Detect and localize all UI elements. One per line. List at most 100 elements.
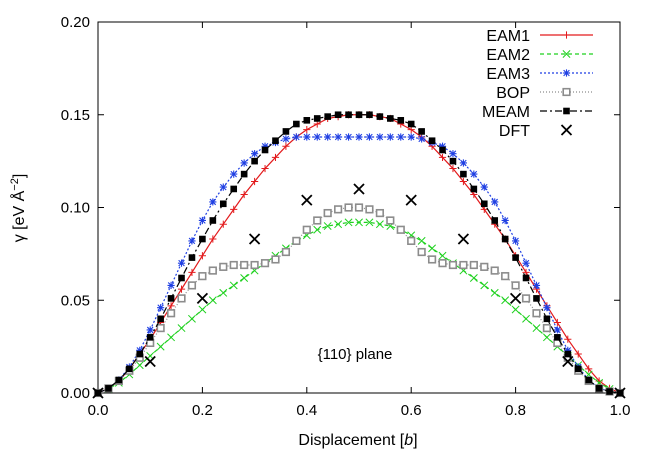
data-point — [574, 365, 582, 373]
data-point — [188, 314, 196, 323]
data-point — [334, 205, 343, 214]
data-point — [271, 255, 280, 264]
data-point — [167, 333, 176, 342]
data-point — [187, 281, 197, 290]
data-point — [188, 268, 196, 277]
data-point — [144, 355, 156, 368]
data-point — [282, 135, 290, 143]
data-point — [457, 233, 470, 245]
data-point — [375, 220, 384, 229]
data-point — [501, 296, 510, 305]
data-point — [449, 150, 457, 158]
data-point — [554, 334, 561, 341]
data-point — [542, 323, 552, 333]
data-point — [386, 216, 395, 225]
data-point — [459, 177, 467, 186]
data-point — [303, 133, 311, 141]
data-point — [323, 222, 332, 231]
data-point — [115, 376, 123, 384]
data-point — [449, 164, 457, 173]
data-point — [313, 115, 321, 122]
data-point — [428, 244, 437, 253]
data-point — [417, 236, 426, 245]
data-point — [136, 346, 144, 354]
data-point — [251, 177, 259, 186]
data-point — [334, 111, 342, 119]
data-point — [595, 385, 603, 392]
x-tick-label: 1.0 — [610, 402, 631, 419]
data-point — [208, 296, 217, 305]
legend-item-bop: BOP — [496, 85, 593, 102]
data-point — [564, 350, 572, 358]
data-point — [459, 159, 467, 167]
data-point — [188, 237, 196, 245]
data-point — [532, 324, 541, 333]
data-point — [240, 190, 248, 199]
data-point — [407, 120, 415, 128]
data-point — [323, 208, 332, 218]
data-point — [511, 305, 520, 314]
legend-item-eam1: EAM1 — [486, 28, 593, 45]
data-point — [146, 326, 154, 334]
legend-label: EAM1 — [486, 28, 530, 45]
data-point — [614, 387, 626, 399]
data-point — [376, 113, 384, 120]
data-point — [260, 259, 270, 268]
data-point — [521, 294, 531, 303]
data-point — [448, 260, 458, 270]
data-point — [198, 305, 207, 314]
data-point — [439, 146, 446, 154]
data-point — [542, 333, 551, 342]
data-point — [417, 247, 426, 257]
data-point — [208, 266, 217, 275]
data-point — [301, 194, 313, 206]
data-point — [459, 260, 468, 270]
data-point — [313, 133, 321, 141]
y-tick-label: 0.00 — [61, 385, 90, 402]
data-point — [396, 225, 405, 234]
data-point — [166, 309, 176, 318]
data-point — [469, 260, 478, 270]
data-point — [209, 235, 217, 243]
data-point — [167, 302, 175, 310]
data-point — [303, 117, 311, 124]
data-point — [292, 133, 300, 141]
data-point — [157, 315, 164, 323]
data-point — [219, 183, 227, 191]
y-tick-label: 0.10 — [61, 200, 90, 217]
data-point — [427, 255, 437, 264]
legend-marker — [562, 50, 571, 58]
x-tick-label: 0.6 — [401, 402, 422, 419]
data-point — [302, 225, 311, 234]
data-point — [209, 217, 217, 224]
data-point — [248, 233, 261, 245]
x-axis-label: Displacement [b] — [298, 432, 417, 449]
data-point — [418, 135, 426, 143]
data-point — [324, 113, 331, 120]
legend-marker — [562, 31, 571, 39]
data-point — [418, 128, 425, 135]
data-point — [344, 218, 353, 227]
data-point — [522, 274, 530, 282]
x-axis-label-end: ] — [413, 432, 417, 449]
x-tick-label: 0.0 — [88, 402, 109, 419]
data-point — [365, 218, 374, 227]
data-point — [562, 355, 574, 368]
data-point — [209, 198, 217, 206]
data-point — [543, 315, 551, 323]
data-point — [512, 254, 519, 261]
y-tick-label: 0.05 — [61, 292, 90, 309]
data-point — [480, 281, 489, 290]
plot-area: 0.0 0.2 0.4 0.6 0.8 1.0 0.00 0.05 0.10 0.15 0.20 — [61, 14, 631, 419]
data-point — [532, 309, 541, 318]
data-point — [198, 272, 207, 281]
data-point — [355, 218, 363, 227]
data-point — [229, 260, 238, 270]
data-point — [405, 194, 417, 206]
series-line — [97, 114, 621, 394]
data-point — [198, 216, 206, 225]
y-tick-label: 0.20 — [61, 14, 90, 31]
data-point — [509, 292, 522, 305]
legend-item-eam3: EAM3 — [486, 66, 593, 83]
data-point — [92, 387, 104, 399]
